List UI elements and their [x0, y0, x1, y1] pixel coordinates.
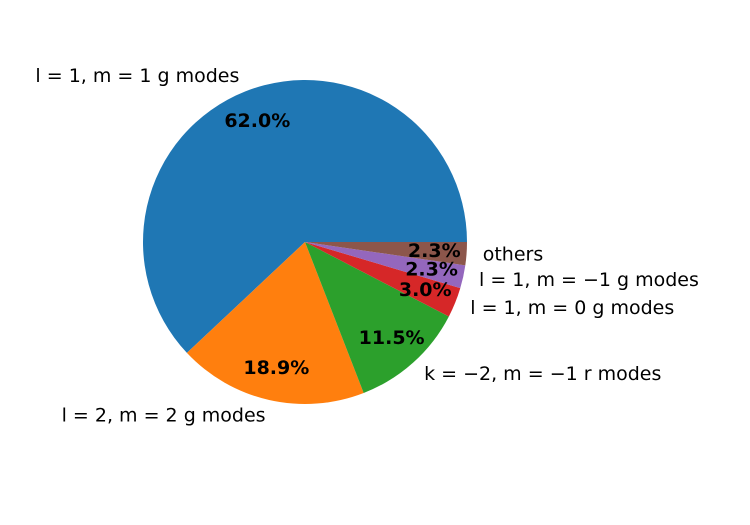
slice-label: k = −2, m = −1 r modes	[424, 363, 661, 385]
pie-slice	[186, 242, 364, 404]
pie-slice	[305, 242, 466, 289]
slice-label: l = 2, m = 2 g modes	[62, 404, 266, 426]
percent-label: 18.9%	[243, 357, 309, 379]
percent-label: 3.0%	[399, 279, 452, 301]
pie-slice	[305, 242, 461, 317]
percent-label: 2.3%	[408, 240, 461, 262]
pie-slice	[143, 80, 467, 353]
slice-label: others	[483, 243, 544, 265]
slice-label: l = 1, m = −1 g modes	[479, 269, 699, 291]
percent-label: 62.0%	[224, 110, 290, 132]
percent-label: 11.5%	[359, 327, 425, 349]
pie-slice	[305, 242, 449, 393]
slice-label: l = 1, m = 1 g modes	[35, 65, 239, 87]
pie-slice	[305, 242, 468, 266]
percent-label: 2.3%	[405, 258, 458, 280]
slice-label: l = 1, m = 0 g modes	[470, 297, 674, 319]
